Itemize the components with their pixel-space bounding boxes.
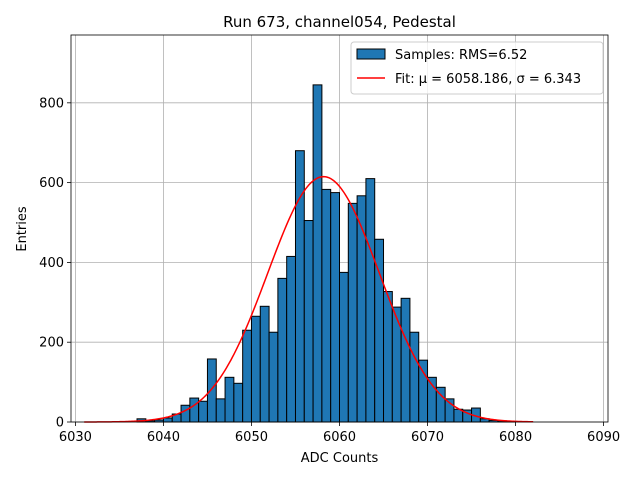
histogram-bar bbox=[268, 331, 279, 423]
y-tick-label: 600 bbox=[39, 176, 64, 191]
histogram-bar bbox=[286, 255, 296, 423]
legend-samples-label: Samples: RMS=6.52 bbox=[395, 48, 527, 63]
legend-samples-swatch bbox=[356, 48, 386, 60]
legend-box bbox=[350, 41, 604, 95]
histogram-bars bbox=[136, 84, 517, 423]
histogram-bar bbox=[189, 397, 200, 423]
legend-fit-label: Fit: μ = 6058.186, σ = 6.343 bbox=[395, 72, 581, 87]
histogram-bar bbox=[365, 178, 376, 423]
histogram-bar bbox=[383, 291, 393, 423]
histogram-bar bbox=[418, 359, 429, 423]
histogram-bar bbox=[277, 277, 288, 423]
histogram-bar bbox=[409, 331, 420, 423]
x-tick-label: 6030 bbox=[59, 430, 92, 445]
y-tick-label: 800 bbox=[39, 96, 64, 111]
x-tick-label: 6060 bbox=[323, 430, 356, 445]
histogram-bar bbox=[400, 297, 411, 423]
axis-ticks: 6030 6040 6050 6060 6070 6080 6090 0 200 400 600 80… bbox=[39, 96, 620, 445]
histogram-bar bbox=[330, 192, 340, 423]
x-tick-label: 6070 bbox=[411, 430, 444, 445]
histogram-bar bbox=[303, 220, 314, 423]
histogram-bar bbox=[242, 329, 252, 423]
x-tick-label: 6090 bbox=[587, 430, 620, 445]
x-tick-label: 6050 bbox=[235, 430, 268, 445]
histogram-bar bbox=[233, 382, 244, 423]
x-axis-label: ADC Counts bbox=[301, 451, 379, 466]
histogram-bar bbox=[321, 188, 332, 423]
gaussian-fit-line bbox=[84, 175, 534, 423]
y-tick-label: 400 bbox=[39, 256, 64, 271]
x-tick-label: 6080 bbox=[499, 430, 532, 445]
histogram-bar bbox=[374, 238, 385, 423]
histogram-bar bbox=[356, 195, 367, 423]
histogram-bar bbox=[347, 202, 358, 423]
histogram-bar bbox=[162, 417, 173, 423]
legend: Samples: RMS=6.52 Fit: μ = 6058.186, σ =… bbox=[350, 41, 604, 95]
x-tick-label: 6040 bbox=[147, 430, 180, 445]
y-axis-label: Entries bbox=[15, 206, 30, 252]
histogram-bar bbox=[206, 358, 217, 423]
y-tick-label: 0 bbox=[56, 416, 64, 431]
histogram-bar bbox=[198, 400, 208, 423]
histogram-bar bbox=[259, 305, 270, 423]
chart-title: Run 673, channel054, Pedestal bbox=[223, 13, 456, 31]
histogram-bar bbox=[250, 315, 261, 423]
histogram-bar bbox=[339, 271, 349, 423]
histogram-bar bbox=[215, 398, 226, 423]
histogram-bar bbox=[312, 84, 323, 423]
y-tick-label: 200 bbox=[39, 336, 64, 351]
histogram-bar bbox=[224, 376, 235, 423]
histogram-bar bbox=[180, 404, 191, 423]
